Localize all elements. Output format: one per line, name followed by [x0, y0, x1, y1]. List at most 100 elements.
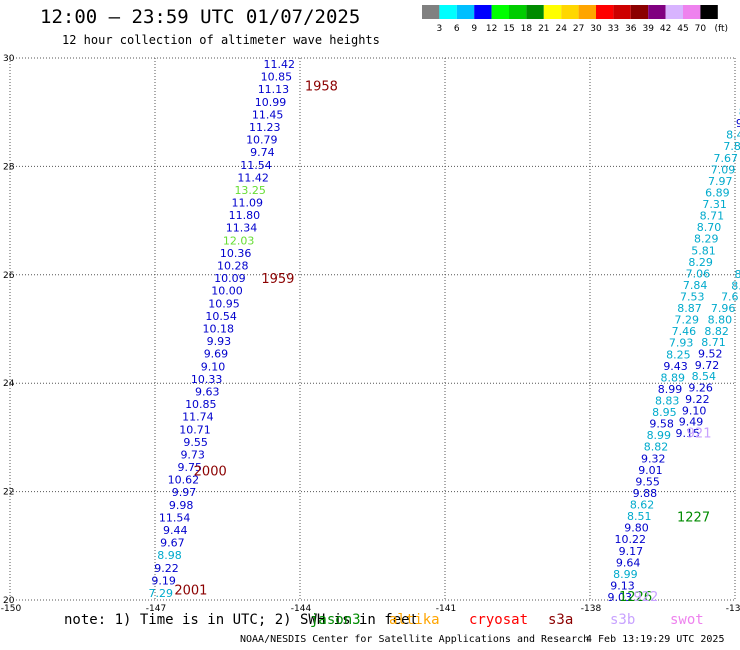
wave-height-label-east: 9.: [736, 117, 740, 130]
color-scale-label: 39: [642, 24, 654, 34]
wave-height-label-east: 7.06: [686, 267, 711, 280]
wave-height-label-east: 8.29: [694, 233, 719, 246]
wave-height-label-west: 10.18: [203, 323, 235, 336]
wave-height-label-west: 10.54: [205, 310, 237, 323]
pass-time-label: 922: [634, 590, 659, 605]
wave-height-label-east: 8.51: [627, 510, 652, 523]
wave-height-label-east: 8.25: [666, 348, 691, 361]
credit-footer: NOAA/NESDIS Center for Satellite Applica…: [240, 634, 590, 645]
wave-height-label-east: 9.32: [641, 452, 666, 465]
wave-height-label-west: 10.00: [211, 285, 243, 298]
wave-height-label-west: 9.97: [172, 486, 197, 499]
wave-height-label-west: 10.09: [214, 272, 246, 285]
y-tick-label: 28: [3, 162, 15, 172]
color-scale-label: 36: [625, 24, 637, 34]
x-tick-label: -138: [581, 604, 602, 614]
color-swatch: [683, 5, 701, 19]
wave-height-label-east: 10.22: [614, 533, 646, 546]
wave-height-label-west: 11.09: [232, 197, 264, 210]
wave-height-label-east: 7.09: [711, 163, 736, 176]
color-swatch: [526, 5, 544, 19]
wave-height-label-east: 9.55: [635, 475, 660, 488]
wave-height-label-west: 9.19: [151, 574, 176, 587]
wave-height-label-east: 8.89: [661, 371, 686, 384]
wave-height-label-west: 10.99: [255, 96, 287, 109]
wave-height-label-east: 8.71: [700, 210, 725, 223]
x-tick-label: -144: [291, 604, 312, 614]
color-swatch: [561, 5, 579, 19]
wave-height-label-west: 9.44: [163, 524, 188, 537]
y-tick-label: 26: [3, 271, 15, 281]
wave-height-label-west: 11.42: [264, 58, 296, 71]
mission-label-s3b: s3b: [610, 612, 636, 628]
pass-time-label: 1226: [619, 590, 652, 605]
wave-height-label-east2: 7.96: [711, 302, 736, 315]
wave-height-label-west: 10.85: [261, 71, 293, 84]
wave-height-label-west: 8.98: [157, 549, 182, 562]
wave-height-label-west: 11.45: [252, 108, 284, 121]
color-scale-label: 42: [660, 24, 671, 34]
wave-height-label-east: 7.29: [674, 314, 699, 327]
wave-height-label-west: 9.98: [169, 499, 194, 512]
wave-height-label-west: 10.95: [208, 297, 240, 310]
color-scale-label: 24: [555, 24, 567, 34]
wave-height-label-east: 9.01: [638, 464, 663, 477]
wave-height-label-east: 7.97: [708, 175, 733, 188]
x-tick-label: -135: [726, 604, 740, 614]
wave-height-label-east: 8.95: [652, 406, 677, 419]
color-swatch: [543, 5, 562, 19]
wave-height-label-east: 7.93: [669, 337, 694, 350]
wave-height-label-west: 10.33: [191, 373, 223, 386]
wave-height-label-west: 9.74: [250, 146, 275, 159]
color-swatch: [439, 5, 457, 19]
x-tick-label: -147: [146, 604, 166, 614]
wave-height-label-east2: 9.52: [698, 348, 723, 361]
wave-height-label-west: 11.54: [240, 159, 272, 172]
color-swatch: [630, 5, 649, 19]
wave-height-label-east: 6.89: [705, 186, 730, 199]
mission-label-cryosat: cryosat: [469, 612, 529, 628]
color-scale-label: 15: [503, 24, 514, 34]
wave-height-label-east: 7.84: [683, 279, 708, 292]
color-scale-label: 18: [521, 24, 533, 34]
wave-height-label-east: 9.03: [608, 591, 633, 604]
pass-time-label: 921: [687, 426, 712, 441]
color-scale-unit: (ft): [714, 24, 728, 34]
wave-height-label-east2: 8.: [731, 279, 740, 292]
wave-height-label-east: 8.99: [647, 429, 672, 442]
x-tick-label: -150: [1, 604, 22, 614]
wave-height-label-west: 10.62: [168, 474, 200, 487]
wave-height-label-west: 9.63: [195, 385, 220, 398]
wave-height-label-west: 9.75: [178, 461, 203, 474]
wave-height-label-east: 8.62: [630, 499, 655, 512]
wave-height-label-east: 7.8: [723, 140, 740, 153]
mission-label-swot: swot: [670, 612, 704, 628]
wave-height-label-east2: 8.54: [692, 370, 717, 383]
wave-height-label-west: 7.29: [149, 587, 174, 600]
color-scale-label: 30: [590, 24, 602, 34]
wave-height-label-west: 9.55: [183, 436, 208, 449]
color-swatch: [596, 5, 614, 19]
mission-label-jason3: jason3: [310, 612, 361, 628]
mission-label-s3a: s3a: [548, 612, 574, 628]
wave-height-label-west: 11.80: [229, 209, 261, 222]
pass-time-label: 1958: [305, 80, 338, 95]
wave-height-label-east: 8.70: [697, 221, 722, 234]
wave-height-label-west: 9.69: [204, 348, 229, 361]
color-scale-label: 27: [573, 24, 584, 34]
wave-height-label-east2: 8.: [735, 268, 740, 281]
wave-height-label-east2: 9.15: [676, 427, 701, 440]
page-title: 12:00 — 23:59 UTC 01/07/2025: [40, 6, 361, 28]
wave-height-label-west: 11.13: [258, 83, 290, 96]
wave-height-label-east: 7.46: [672, 325, 697, 338]
color-scale-label: 6: [454, 24, 460, 34]
wave-height-label-west: 9.22: [154, 562, 179, 575]
color-scale-label: 3: [437, 24, 443, 34]
y-tick-label: 30: [3, 54, 15, 64]
page-subtitle: 12 hour collection of altimeter wave hei…: [62, 33, 380, 47]
wave-height-label-west: 10.85: [185, 398, 217, 411]
wave-height-label-east: 5.81: [691, 244, 716, 257]
wave-height-label-west: 10.28: [217, 260, 249, 273]
wave-height-label-west: 9.10: [201, 360, 226, 373]
